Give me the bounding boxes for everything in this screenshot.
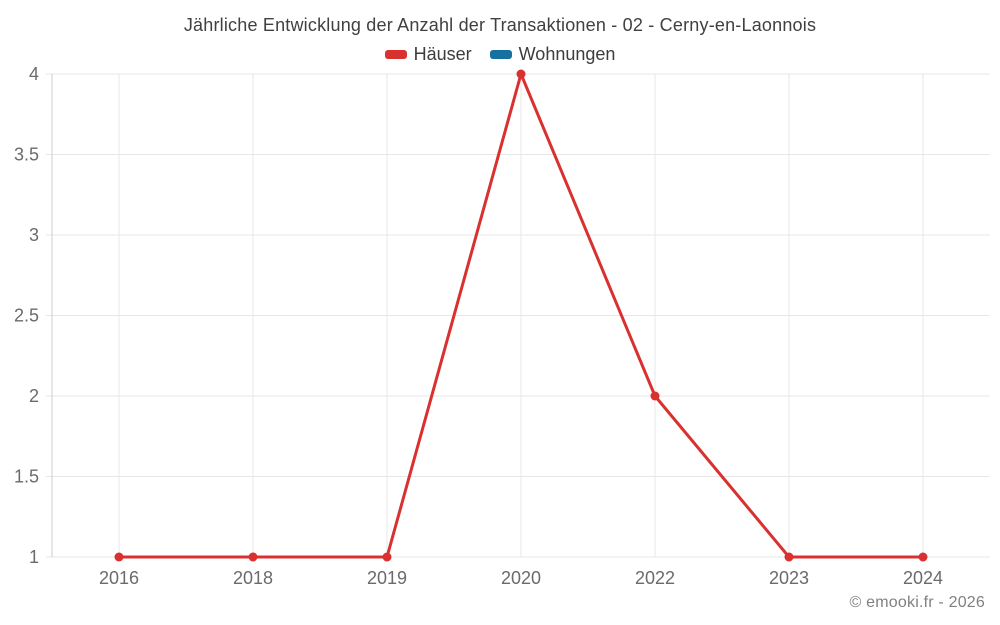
data-point[interactable] <box>650 391 660 401</box>
chart-title: Jährliche Entwicklung der Anzahl der Tra… <box>183 15 817 35</box>
legend-swatch-haeuser <box>384 50 407 59</box>
data-point[interactable] <box>248 552 258 562</box>
y-tick-label: 2.5 <box>14 306 39 326</box>
legend-item-wohnungen[interactable]: Wohnungen <box>489 44 616 65</box>
copyright-watermark: © emooki.fr - 2026 <box>849 594 985 611</box>
legend-swatch-wohnungen <box>489 50 512 59</box>
legend-item-haeuser[interactable]: Häuser <box>384 44 472 65</box>
x-tick-label: 2023 <box>769 568 809 588</box>
x-tick-label: 2016 <box>99 568 139 588</box>
data-point[interactable] <box>382 552 392 562</box>
x-tick-label: 2018 <box>233 568 273 588</box>
y-tick-label: 1 <box>29 547 39 567</box>
legend-label-haeuser: Häuser <box>413 44 472 64</box>
y-tick-label: 3.5 <box>14 145 39 165</box>
y-tick-label: 1.5 <box>14 467 39 487</box>
data-point[interactable] <box>516 69 526 79</box>
data-point[interactable] <box>114 552 124 562</box>
x-tick-label: 2019 <box>367 568 407 588</box>
x-tick-label: 2024 <box>903 568 943 588</box>
data-point[interactable] <box>784 552 794 562</box>
data-point[interactable] <box>918 552 928 562</box>
y-tick-label: 3 <box>29 225 39 245</box>
legend-label-wohnungen: Wohnungen <box>518 44 616 64</box>
y-tick-label: 2 <box>29 386 39 406</box>
x-tick-label: 2020 <box>501 568 541 588</box>
legend: Häuser Wohnungen <box>0 44 1000 65</box>
x-tick-label: 2022 <box>635 568 675 588</box>
y-tick-label: 4 <box>29 64 39 84</box>
